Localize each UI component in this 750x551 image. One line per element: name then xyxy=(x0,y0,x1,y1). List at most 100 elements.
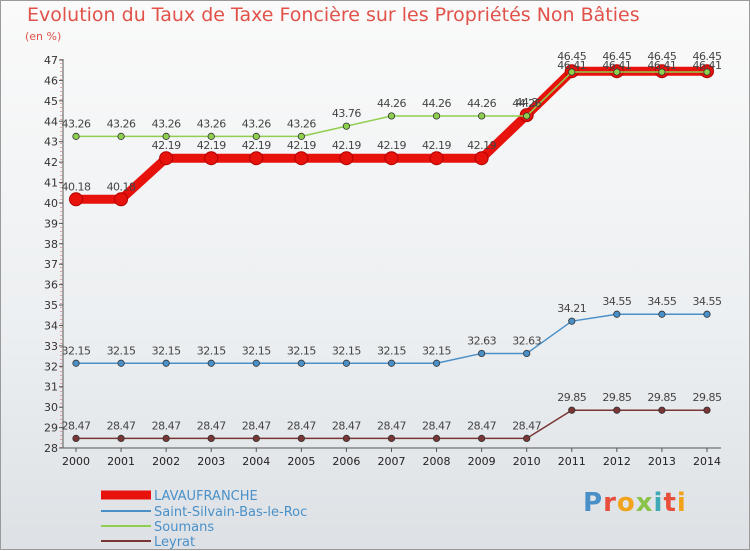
data-label: 28.47 xyxy=(62,419,91,432)
y-tick-label: 36 xyxy=(44,279,58,292)
legend-label: Leyrat xyxy=(154,535,195,550)
legend-item: Saint-Silvain-Bas-le-Roc xyxy=(101,505,307,520)
data-label: 28.47 xyxy=(467,419,496,432)
data-point xyxy=(387,434,396,443)
data-point xyxy=(72,434,80,443)
data-label: 28.47 xyxy=(197,419,226,432)
x-tick-label: 2014 xyxy=(693,455,721,468)
data-point xyxy=(207,359,215,367)
data-label: 43.26 xyxy=(197,117,226,130)
data-point xyxy=(703,310,711,318)
y-tick-label: 35 xyxy=(44,299,58,312)
data-label: 28.47 xyxy=(287,419,316,432)
data-label: 32.15 xyxy=(107,344,136,357)
data-point xyxy=(162,359,170,367)
data-point xyxy=(342,434,351,443)
data-label: 44.26 xyxy=(512,97,541,110)
data-point xyxy=(162,132,170,140)
data-label: 34.21 xyxy=(557,302,586,315)
data-label: 32.15 xyxy=(152,344,181,357)
data-point xyxy=(568,317,576,325)
x-tick-label: 2006 xyxy=(332,455,360,468)
y-tick-label: 31 xyxy=(44,381,58,394)
data-label: 40.18 xyxy=(107,180,136,193)
data-label: 28.47 xyxy=(377,419,406,432)
logo-letter: t xyxy=(663,488,677,518)
data-label: 32.15 xyxy=(287,344,316,357)
data-point xyxy=(72,132,80,140)
data-point xyxy=(69,192,83,207)
legend-label: LAVAUFRANCHE xyxy=(154,489,258,504)
data-label: 32.15 xyxy=(422,344,451,357)
data-label: 46.41 xyxy=(647,59,676,72)
data-label: 43.26 xyxy=(152,117,181,130)
data-point xyxy=(252,132,260,140)
x-tick-label: 2005 xyxy=(287,455,315,468)
data-label: 42.19 xyxy=(467,139,496,152)
x-tick-label: 2012 xyxy=(603,455,631,468)
data-point xyxy=(117,434,125,443)
data-label: 32.15 xyxy=(242,344,271,357)
data-label: 32.63 xyxy=(467,334,496,347)
y-tick-label: 43 xyxy=(44,136,58,149)
data-point xyxy=(523,434,531,443)
x-tick-label: 2007 xyxy=(377,455,405,468)
data-label: 44.3 xyxy=(515,96,538,109)
y-tick-label: 38 xyxy=(44,238,58,251)
data-point xyxy=(384,151,399,166)
y-tick-label: 32 xyxy=(44,360,58,373)
data-label: 44.26 xyxy=(422,97,451,110)
data-label: 43.26 xyxy=(242,117,271,130)
data-label: 28.47 xyxy=(107,419,136,432)
data-point xyxy=(432,359,441,367)
data-point xyxy=(72,359,80,367)
data-label: 43.26 xyxy=(62,117,91,130)
y-tick-label: 34 xyxy=(44,319,58,332)
data-label: 40.18 xyxy=(62,180,91,193)
data-point xyxy=(252,359,260,367)
data-label: 42.19 xyxy=(287,139,316,152)
data-label: 46.41 xyxy=(602,59,631,72)
y-tick-label: 44 xyxy=(44,115,58,128)
data-label: 42.19 xyxy=(422,139,451,152)
data-point xyxy=(252,434,260,443)
data-label: 29.85 xyxy=(557,391,586,404)
data-label: 42.19 xyxy=(197,139,226,152)
data-point xyxy=(159,151,174,166)
logo-letter: P xyxy=(583,488,604,518)
data-label: 32.63 xyxy=(512,334,541,347)
data-label: 42.19 xyxy=(242,139,271,152)
data-label: 28.47 xyxy=(152,419,181,432)
data-label: 28.47 xyxy=(242,419,271,432)
y-tick-label: 40 xyxy=(44,197,58,210)
data-label: 34.55 xyxy=(692,295,721,308)
data-label: 29.85 xyxy=(692,391,721,404)
series-line xyxy=(71,66,712,204)
data-label: 44.26 xyxy=(377,97,406,110)
data-point xyxy=(523,112,531,120)
logo-letter: o xyxy=(616,488,636,518)
y-tick-label: 33 xyxy=(44,340,58,353)
data-label: 34.55 xyxy=(602,295,631,308)
legend-label: Soumans xyxy=(154,520,214,535)
data-label: 46.41 xyxy=(692,59,721,72)
data-point xyxy=(342,122,351,130)
x-tick-label: 2000 xyxy=(62,455,90,468)
proxiti-logo: Proxiti xyxy=(583,488,687,518)
data-label: 34.55 xyxy=(647,295,676,308)
y-tick-label: 29 xyxy=(44,422,58,435)
y-tick-label: 37 xyxy=(44,258,58,271)
data-point xyxy=(249,151,264,166)
data-label: 32.15 xyxy=(62,344,91,357)
data-point xyxy=(568,406,576,414)
series-saint-silvain-bas-le-roc xyxy=(72,310,711,367)
data-point xyxy=(207,434,215,443)
y-tick-label: 46 xyxy=(44,74,58,87)
data-point xyxy=(613,68,621,76)
x-tick-label: 2001 xyxy=(107,455,135,468)
data-label: 46.41 xyxy=(557,59,586,72)
data-point xyxy=(387,359,396,367)
legend-item: Soumans xyxy=(101,520,214,535)
y-tick-label: 28 xyxy=(44,442,58,455)
